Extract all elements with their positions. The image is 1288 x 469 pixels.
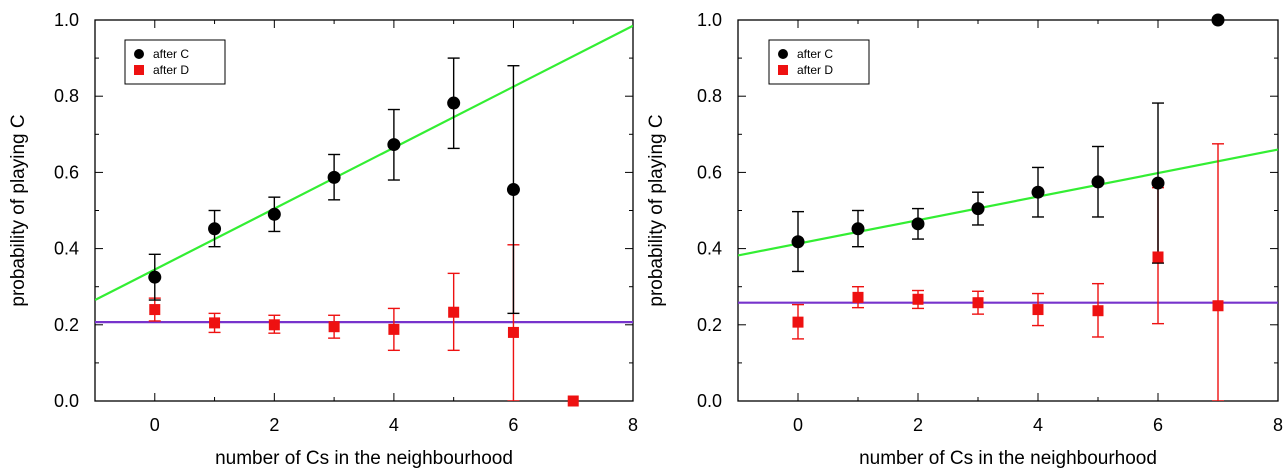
data-point-after-c xyxy=(1211,13,1225,27)
data-point-after-c xyxy=(791,235,805,249)
data-point-after-c xyxy=(911,217,925,231)
fit-line-after-c xyxy=(738,148,1278,257)
chart-panel-right: 0 2 4 6 8 0.0 0.2 0.4 0.6 0.8 1.0 number of Cs in t… xyxy=(646,10,1283,469)
data-point-after-c xyxy=(506,183,520,197)
x-axis-label: number of Cs in the neighbourhood xyxy=(215,448,513,469)
y-axis-label: probability of playing C xyxy=(646,114,667,306)
data-point-after-d xyxy=(792,316,804,328)
data-point-after-c xyxy=(1091,175,1105,189)
legend-label-after-d: after D xyxy=(797,63,833,77)
x-tick-label: 0 xyxy=(150,415,160,435)
x-tick-label: 6 xyxy=(508,415,518,435)
legend-label-after-d: after D xyxy=(153,63,189,77)
legend-box xyxy=(124,39,226,85)
data-point-after-d xyxy=(209,317,221,329)
y-tick-label: 0.0 xyxy=(697,391,722,411)
y-tick-label: 0.2 xyxy=(697,315,722,335)
data-point-after-c xyxy=(387,138,401,152)
legend-label-after-c: after C xyxy=(153,47,189,61)
data-layer xyxy=(738,102,1278,401)
legend-label-after-c: after C xyxy=(797,47,833,61)
y-tick-label: 0.6 xyxy=(54,162,79,182)
data-point-after-d xyxy=(972,297,984,309)
y-tick-label: 0.4 xyxy=(54,239,79,259)
x-tick-label: 2 xyxy=(913,415,923,435)
y-tick-label: 0.8 xyxy=(54,86,79,106)
data-point-after-c xyxy=(1031,185,1045,199)
x-tick-label: 4 xyxy=(389,415,399,435)
x-tick-label: 0 xyxy=(793,415,803,435)
y-tick-label: 1.0 xyxy=(697,10,722,30)
chart-panel-left: 0 2 4 6 8 0.0 0.2 0.4 0.6 0.8 1.0 number of Cs in t… xyxy=(8,10,638,469)
x-tick-label: 8 xyxy=(628,415,638,435)
data-point-after-d xyxy=(268,319,280,331)
legend-marker-after-d xyxy=(778,65,788,75)
data-point-after-c xyxy=(148,270,162,284)
data-point-after-d xyxy=(1032,304,1044,316)
x-tick-label: 6 xyxy=(1153,415,1163,435)
data-point-after-c xyxy=(971,202,985,216)
x-tick-label: 8 xyxy=(1273,415,1283,435)
y-tick-label: 0.2 xyxy=(54,315,79,335)
x-tick-label: 2 xyxy=(269,415,279,435)
x-axis-label: number of Cs in the neighbourhood xyxy=(859,448,1157,469)
data-point-after-d xyxy=(388,323,400,335)
data-point-after-c xyxy=(267,207,281,221)
data-point-after-d xyxy=(149,304,161,316)
legend-marker-after-c xyxy=(778,49,788,59)
data-point-after-d xyxy=(448,306,460,318)
data-point-after-d xyxy=(852,291,864,303)
data-point-after-d xyxy=(1152,251,1164,263)
data-point-after-c xyxy=(1151,176,1165,190)
data-point-after-d xyxy=(1092,305,1104,317)
fit-line-after-c xyxy=(95,24,633,302)
legend: after C after D xyxy=(768,39,870,85)
x-tick-label: 4 xyxy=(1033,415,1043,435)
data-point-after-c xyxy=(447,96,461,110)
data-point-after-c xyxy=(327,170,341,184)
legend-box xyxy=(768,39,870,85)
legend: after C after D xyxy=(124,39,226,85)
y-tick-label: 0.8 xyxy=(697,86,722,106)
y-tick-label: 0.0 xyxy=(54,391,79,411)
data-point-after-c xyxy=(208,222,222,236)
legend-marker-after-c xyxy=(134,49,144,59)
data-point-after-d xyxy=(328,321,340,333)
y-tick-label: 0.6 xyxy=(697,162,722,182)
y-tick-label: 0.4 xyxy=(697,239,722,259)
data-point-after-d xyxy=(507,326,519,338)
data-point-after-d xyxy=(1212,300,1224,312)
data-point-after-d xyxy=(567,395,579,407)
legend-marker-after-d xyxy=(134,65,144,75)
data-point-after-c xyxy=(851,222,865,236)
y-tick-label: 1.0 xyxy=(54,10,79,30)
data-point-after-d xyxy=(912,293,924,305)
y-axis-label: probability of playing C xyxy=(8,114,29,306)
